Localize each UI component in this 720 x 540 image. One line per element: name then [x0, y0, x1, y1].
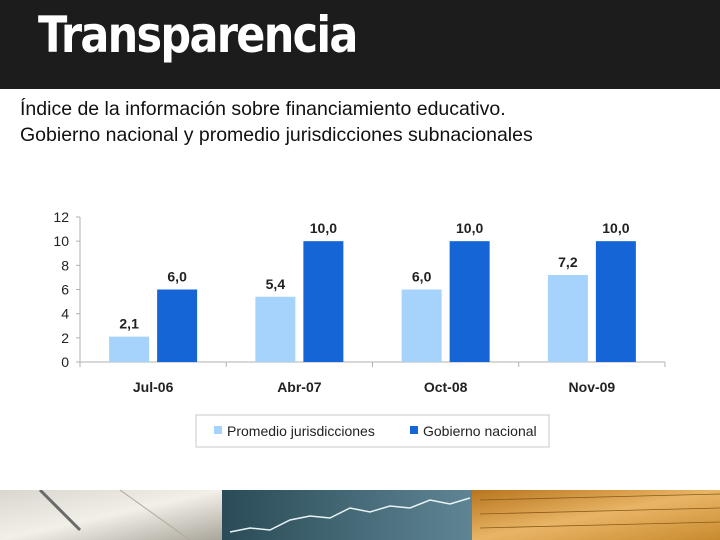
data-label: 7,2 — [558, 254, 578, 270]
data-label: 6,0 — [167, 269, 187, 285]
bar-gobierno — [449, 241, 490, 362]
header-bar: Transparencia — [0, 0, 720, 89]
y-tick-label: 2 — [61, 330, 69, 346]
legend-label: Gobierno nacional — [423, 423, 537, 439]
x-tick-label: Oct-08 — [424, 379, 468, 395]
data-label: 2,1 — [119, 316, 139, 332]
x-tick-label: Nov-09 — [569, 379, 616, 395]
legend-swatch — [410, 426, 418, 434]
y-tick-label: 0 — [61, 354, 69, 370]
plot-area: 0 2 4 6 8 10 12 Jul-06 2,1 6,0 Abr-07 5,4 10,0 Oct-08… — [53, 209, 666, 395]
chart-legend: Promedio jurisdicciones Gobierno nacional — [195, 414, 550, 448]
y-tick-label: 6 — [61, 282, 69, 298]
bar-promedio — [401, 289, 442, 362]
data-label: 5,4 — [266, 276, 286, 292]
data-label: 10,0 — [602, 220, 629, 236]
data-label: 10,0 — [310, 220, 337, 236]
y-tick-label: 4 — [61, 306, 69, 322]
data-label: 6,0 — [412, 269, 432, 285]
y-tick-label: 8 — [61, 257, 69, 273]
y-tick-label: 12 — [53, 209, 69, 225]
subtitle-line-1: Índice de la información sobre financiam… — [20, 98, 506, 120]
subtitle-line-2: Gobierno nacional y promedio jurisdiccio… — [20, 124, 533, 146]
legend-swatch — [214, 426, 222, 434]
bar-gobierno — [595, 241, 636, 362]
x-tick-label: Jul-06 — [133, 379, 174, 395]
legend-box — [195, 414, 550, 448]
legend-label: Promedio jurisdicciones — [227, 423, 375, 439]
bar-promedio — [109, 336, 150, 362]
footer-photo-strip — [0, 490, 720, 540]
header-title: Transparencia — [38, 6, 358, 64]
bar-promedio — [255, 296, 296, 362]
bar-promedio — [547, 275, 588, 362]
bar-gobierno — [157, 289, 198, 362]
data-label: 10,0 — [456, 220, 483, 236]
y-tick-label: 10 — [53, 233, 69, 249]
x-tick-label: Abr-07 — [277, 379, 322, 395]
chart-subtitle: Índice de la información sobre financiam… — [20, 96, 710, 148]
bar-chart: 0 2 4 6 8 10 12 Jul-06 2,1 6,0 Abr-07 5,4 10,0 Oct-08… — [53, 209, 666, 448]
bar-gobierno — [303, 241, 344, 362]
